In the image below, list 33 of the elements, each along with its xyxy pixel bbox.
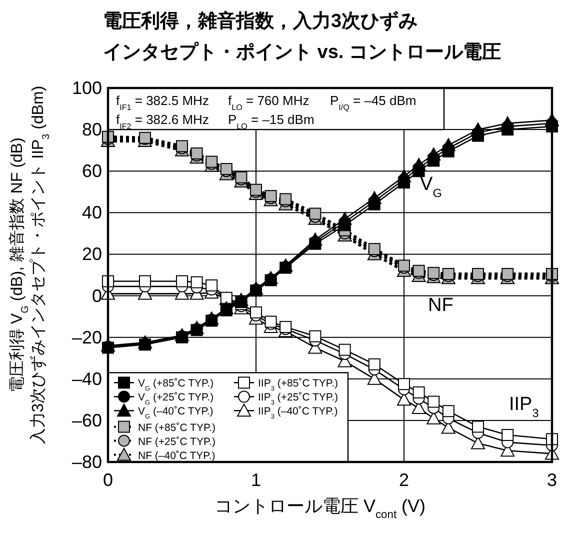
x-axis-title: コントロール電圧 V$_{cont}$ (V) bbox=[214, 496, 426, 521]
annotation: P$_{I/Q}$ = –45 dBm bbox=[330, 93, 416, 112]
annotation: V$_{G}$ bbox=[420, 174, 442, 200]
legend-label: IIP$_{3}$ (+25˚C TYP.) bbox=[258, 392, 338, 406]
legend-label: IIP$_{3}$ (–40˚C TYP.) bbox=[258, 406, 338, 420]
legend-label: NF (+25˚C TYP.) bbox=[138, 436, 216, 448]
y-tick-label: 100 bbox=[72, 78, 102, 98]
chart-title: 電圧利得，雑音指数，入力3次ひずみ bbox=[103, 10, 418, 32]
y-tick-label: –60 bbox=[72, 410, 102, 430]
legend-label: V$_{G}$ (+85˚C TYP.) bbox=[138, 378, 214, 392]
y-tick-label: 80 bbox=[82, 120, 102, 140]
legend-label: NF (–40˚C TYP.) bbox=[138, 450, 216, 462]
annotation: f$_{IF1}$ = 382.5 MHz bbox=[116, 93, 209, 112]
y-tick-label: 0 bbox=[92, 286, 102, 306]
x-tick-label: 2 bbox=[398, 470, 410, 490]
legend-label: V$_{G}$ (+25˚C TYP.) bbox=[138, 392, 214, 406]
legend-label: IIP$_{3}$ (+85˚C TYP.) bbox=[258, 378, 338, 392]
y-tick-label: –40 bbox=[72, 368, 102, 389]
y-tick-label: –20 bbox=[72, 327, 102, 348]
y-tick-label: 60 bbox=[82, 161, 102, 182]
annotation: f$_{LO}$ = 760 MHz bbox=[228, 93, 310, 112]
annotation: NF bbox=[428, 295, 454, 316]
x-tick-label: 1 bbox=[250, 470, 262, 490]
annotation: f$_{IF2}$ = 382.6 MHz bbox=[116, 112, 209, 130]
x-tick-label: 3 bbox=[546, 470, 558, 490]
legend-label: NF (+85˚C TYP.) bbox=[138, 422, 216, 434]
chart-subtitle: インタセプト・ポイント vs. コントロール電圧 bbox=[103, 41, 501, 63]
y-tick-label: 40 bbox=[82, 202, 102, 223]
legend-label: V$_{G}$ (–40˚C TYP.) bbox=[138, 406, 214, 420]
annotation: P$_{LO}$ = –15 dBm bbox=[228, 112, 314, 130]
annotation: IIP$_{3}$ bbox=[509, 394, 540, 420]
y-tick-label: 20 bbox=[82, 244, 102, 264]
y-tick-label: –80 bbox=[72, 452, 102, 472]
